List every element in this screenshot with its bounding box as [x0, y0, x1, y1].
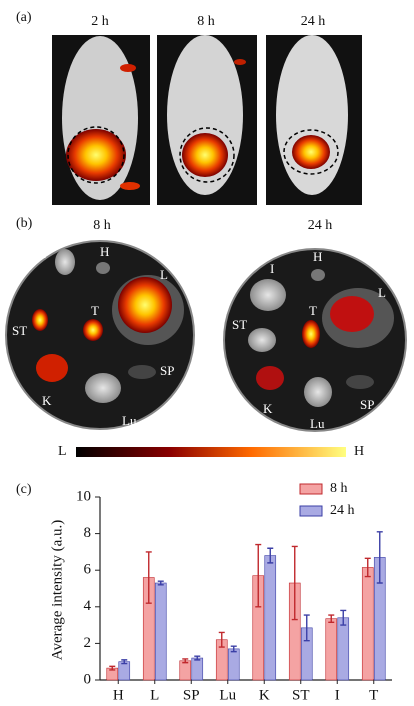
x-tick-label: SP: [183, 687, 200, 703]
figure: (a) 2 h 8 h 24 h (b) 8 h 24 h: [0, 0, 414, 706]
organ-label: SP: [160, 363, 174, 378]
organ-label: ST: [12, 323, 27, 338]
panel-label: (a): [16, 10, 32, 25]
mouse-image: [157, 35, 257, 205]
organ-label: Lu: [310, 416, 325, 431]
bar: [228, 649, 239, 680]
organ-image: [224, 249, 406, 431]
organ-label: K: [42, 393, 52, 408]
y-tick-label: 8: [84, 525, 92, 541]
colorbar: [76, 447, 346, 457]
x-tick-label: H: [113, 687, 124, 703]
x-tick-label: I: [335, 687, 340, 703]
legend-label: 8 h: [330, 481, 348, 496]
bar: [180, 661, 191, 680]
y-tick-label: 10: [76, 488, 91, 504]
y-tick-label: 2: [84, 635, 92, 651]
y-tick-label: 0: [84, 671, 92, 687]
mouse-image: [52, 35, 150, 205]
organ-label: I: [42, 246, 46, 261]
time-label: 24 h: [308, 218, 333, 233]
organ-label: Lu: [122, 413, 137, 428]
organ-label: I: [270, 261, 274, 276]
organ-label: L: [378, 285, 386, 300]
colorbar-low: L: [58, 444, 67, 459]
x-tick-label: ST: [292, 687, 310, 703]
organ-label: T: [91, 303, 99, 318]
legend-swatch: [300, 484, 322, 494]
organ-label: H: [313, 249, 322, 264]
bar: [265, 556, 276, 680]
bar: [119, 662, 130, 680]
organ-label: SP: [360, 397, 374, 412]
bar: [192, 658, 203, 680]
legend-label: 24 h: [330, 503, 355, 518]
organ-label: T: [309, 303, 317, 318]
bar: [362, 567, 373, 680]
x-tick-label: T: [369, 687, 378, 703]
time-label: 8 h: [197, 14, 215, 29]
time-label: 2 h: [91, 14, 109, 29]
time-label: 24 h: [301, 14, 326, 29]
x-tick-label: K: [259, 687, 270, 703]
panel-label: (c): [16, 482, 32, 497]
y-tick-label: 4: [84, 598, 92, 614]
mouse-image: [266, 35, 362, 205]
organ-label: K: [263, 401, 273, 416]
organ-label: H: [100, 244, 109, 259]
bar: [155, 583, 166, 680]
y-axis-title: Average intensity (a.u.): [49, 520, 65, 661]
y-tick-label: 6: [84, 562, 92, 578]
time-label: 8 h: [93, 218, 111, 233]
organ-label: ST: [232, 317, 247, 332]
bar: [338, 618, 349, 680]
x-tick-label: L: [150, 687, 159, 703]
organ-label: L: [160, 267, 168, 282]
colorbar-high: H: [354, 444, 364, 459]
bar: [326, 619, 337, 680]
legend-swatch: [300, 506, 322, 516]
x-tick-label: Lu: [219, 687, 236, 703]
panel-label: (b): [16, 216, 33, 231]
